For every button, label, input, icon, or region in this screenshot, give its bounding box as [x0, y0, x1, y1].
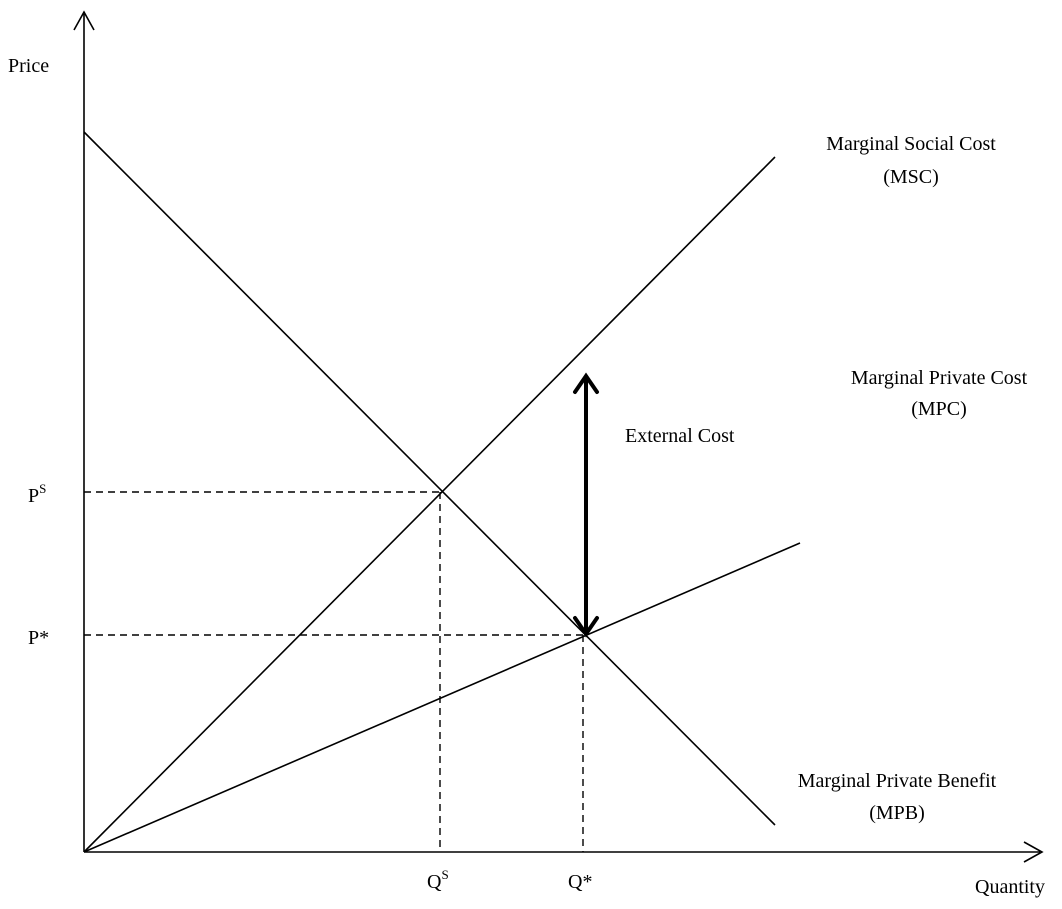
x-axis-arrowhead [1023, 841, 1044, 863]
msc-curve [83, 156, 776, 853]
qstar-tick-label: Q* [568, 871, 592, 893]
mpb-curve [83, 131, 776, 826]
x-axis-label: Quantity [975, 876, 1045, 898]
msc-label: Marginal Social Cost [826, 133, 996, 155]
mpc-curve [83, 542, 801, 853]
mpc-label: Marginal Private Cost [851, 367, 1028, 389]
external-cost-arrow [573, 372, 599, 638]
y-axis-arrowhead [73, 10, 95, 31]
mpb-abbr-label: (MPB) [869, 802, 925, 824]
y-axis-label: Price [8, 55, 49, 77]
mpc-abbr-label: (MPC) [911, 398, 967, 420]
ps-tick-label: PS [28, 481, 46, 507]
external-cost-label: External Cost [625, 425, 735, 447]
qs-tick-label: QS [427, 867, 449, 893]
msc-abbr-label: (MSC) [883, 166, 939, 188]
pstar-tick-label: P* [28, 627, 49, 649]
mpb-label: Marginal Private Benefit [798, 770, 997, 792]
